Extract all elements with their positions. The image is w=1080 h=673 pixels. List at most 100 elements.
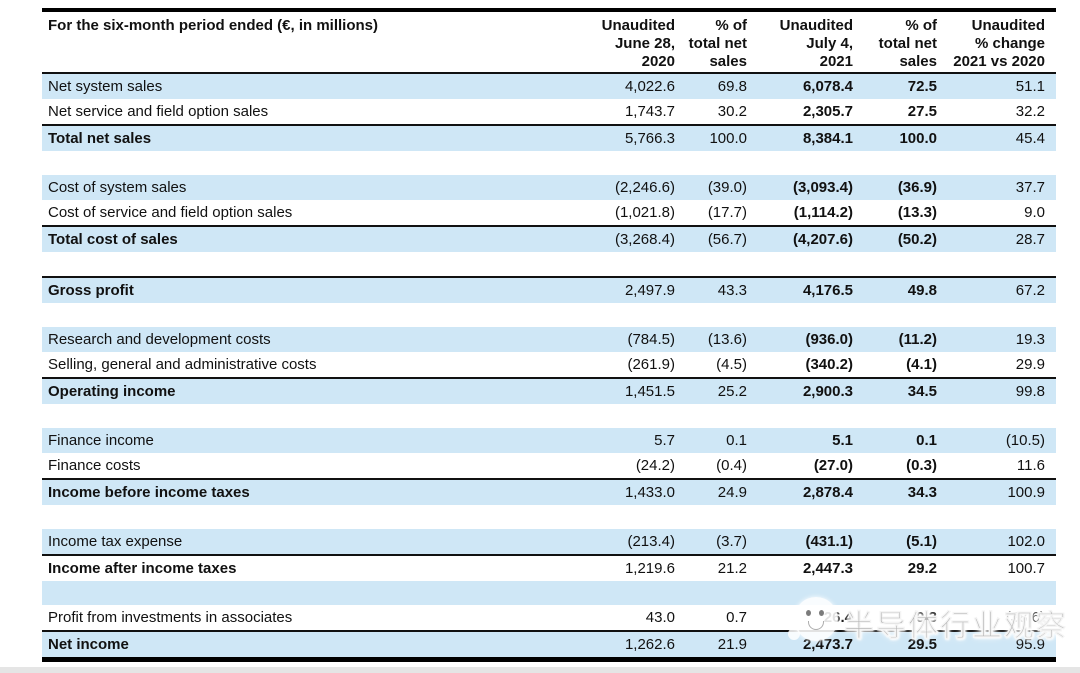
cell-value: 29.2 <box>907 560 937 577</box>
cell-value: 30.2 <box>717 103 747 120</box>
cell-value: 11.6 <box>1016 457 1045 474</box>
cell-value: 0.3 <box>916 609 937 626</box>
table-row: Income after income taxes 1,219.6 21.2 2,44… <box>42 554 1056 581</box>
table-row: Selling, general and administrative cost… <box>42 352 1056 377</box>
cell-value: (38.6) <box>1005 609 1045 626</box>
cell-value: 8,384.1 <box>802 130 853 147</box>
cell-value: (431.1) <box>805 533 853 550</box>
cell-value: 37.7 <box>1015 179 1045 196</box>
row-label: Gross profit <box>48 282 134 299</box>
cell-value: 0.1 <box>726 432 747 449</box>
cell-value: (1,114.2) <box>793 204 853 221</box>
table-row: Research and development costs (784.5) (13… <box>42 327 1056 352</box>
cell-value: 6,078.4 <box>802 78 853 95</box>
cell-value: 29.5 <box>907 636 937 653</box>
table-row: Net system sales 4,022.6 69.8 6,078.4 72.5 51… <box>42 74 1056 99</box>
cell-value: 99.8 <box>1015 383 1045 400</box>
row-label: Net system sales <box>48 78 163 95</box>
cell-value: (24.2) <box>635 457 675 474</box>
cell-value: (4.5) <box>716 356 747 373</box>
cell-value: 49.8 <box>907 282 937 299</box>
cell-value: (3,093.4) <box>792 179 853 196</box>
row-label: Total cost of sales <box>48 231 178 248</box>
cell-value: 25.2 <box>717 383 747 400</box>
table-row: Gross profit 2,497.9 43.3 4,176.5 49.8 67.2 <box>42 276 1056 303</box>
cell-value: 0.7 <box>726 609 747 626</box>
cell-value: 5,766.3 <box>624 130 675 147</box>
row-label: Finance costs <box>48 457 141 474</box>
screen-edge-strip <box>0 667 1080 673</box>
cell-value: (39.0) <box>707 179 747 196</box>
row-label: Net income <box>48 636 129 653</box>
cell-value: 34.5 <box>907 383 937 400</box>
cell-value: 1,262.6 <box>624 636 675 653</box>
row-label: Cost of system sales <box>48 179 187 196</box>
cell-value: (11.2) <box>898 331 937 348</box>
row-label: Income before income taxes <box>48 484 250 501</box>
cell-value: (784.5) <box>627 331 675 348</box>
column-header-pct-2020: % of total net sales <box>688 17 747 70</box>
table-row: Total cost of sales (3,268.4) (56.7) (4,207… <box>42 225 1056 252</box>
table-row: Cost of system sales (2,246.6) (39.0) (3,09… <box>42 175 1056 200</box>
income-statement-table: For the six-month period ended (€, in mi… <box>42 8 1056 662</box>
spacer-row <box>42 581 1056 605</box>
cell-value: 2,497.9 <box>624 282 675 299</box>
row-label: Cost of service and field option sales <box>48 204 293 221</box>
cell-value: 21.9 <box>717 636 747 653</box>
header-title: For the six-month period ended (€, in mi… <box>48 17 379 34</box>
table-row: Profit from investments in associates 43.… <box>42 605 1056 630</box>
cell-value: 24.9 <box>717 484 747 501</box>
cell-value: 1,433.0 <box>624 484 675 501</box>
cell-value: (936.0) <box>805 331 853 348</box>
row-label: Research and development costs <box>48 331 271 348</box>
cell-value: 102.0 <box>1007 533 1045 550</box>
column-header-pct-2021: % of total net sales <box>878 17 937 70</box>
column-header-pct-change: Unaudited % change 2021 vs 2020 <box>953 17 1045 70</box>
column-header-2021: Unaudited July 4, 2021 <box>779 17 853 70</box>
cell-value: 21.2 <box>717 560 747 577</box>
cell-value: 100.7 <box>1007 560 1045 577</box>
table-row: Finance income 5.7 0.1 5.1 0.1 (10.5) <box>42 428 1056 453</box>
cell-value: (3.7) <box>716 533 747 550</box>
row-label: Operating income <box>48 383 176 400</box>
table-row: Income tax expense (213.4) (3.7) (431.1) (5.… <box>42 529 1056 554</box>
spacer-row <box>42 505 1056 529</box>
cell-value: 100.0 <box>709 130 747 147</box>
table-rows: Net system sales 4,022.6 69.8 6,078.4 72.5 51… <box>42 74 1056 657</box>
row-label: Income tax expense <box>48 533 183 550</box>
row-label: Income after income taxes <box>48 560 237 577</box>
cell-value: (213.4) <box>627 533 675 550</box>
cell-value: 43.3 <box>717 282 747 299</box>
cell-value: 5.1 <box>832 432 853 449</box>
cell-value: (36.9) <box>897 179 937 196</box>
row-label: Selling, general and administrative cost… <box>48 356 317 373</box>
table-row: Finance costs (24.2) (0.4) (27.0) (0.3) 11.6 <box>42 453 1056 478</box>
cell-value: 100.9 <box>1007 484 1045 501</box>
table-row: Net income 1,262.6 21.9 2,473.7 29.5 95.9 <box>42 630 1056 657</box>
cell-value: 2,473.7 <box>802 636 853 653</box>
cell-value: 100.0 <box>899 130 937 147</box>
cell-value: 67.2 <box>1015 282 1045 299</box>
cell-value: 2,900.3 <box>802 383 853 400</box>
cell-value: 2,447.3 <box>802 560 853 577</box>
cell-value: 19.3 <box>1015 331 1045 348</box>
spacer-row <box>42 303 1056 327</box>
cell-value: (3,268.4) <box>614 231 675 248</box>
cell-value: (0.4) <box>716 457 747 474</box>
cell-value: 26.4 <box>823 609 853 626</box>
row-label: Net service and field option sales <box>48 103 269 120</box>
cell-value: 51.1 <box>1015 78 1045 95</box>
spacer-row <box>42 404 1056 428</box>
spacer-row <box>42 252 1056 276</box>
cell-value: 43.0 <box>645 609 675 626</box>
cell-value: 4,022.6 <box>624 78 675 95</box>
cell-value: 95.9 <box>1015 636 1045 653</box>
row-label: Finance income <box>48 432 154 449</box>
cell-value: (10.5) <box>1005 432 1045 449</box>
cell-value: 28.7 <box>1015 231 1045 248</box>
cell-value: 27.5 <box>907 103 937 120</box>
cell-value: 5.7 <box>654 432 675 449</box>
cell-value: (13.3) <box>897 204 937 221</box>
row-label: Profit from investments in associates <box>48 609 293 626</box>
